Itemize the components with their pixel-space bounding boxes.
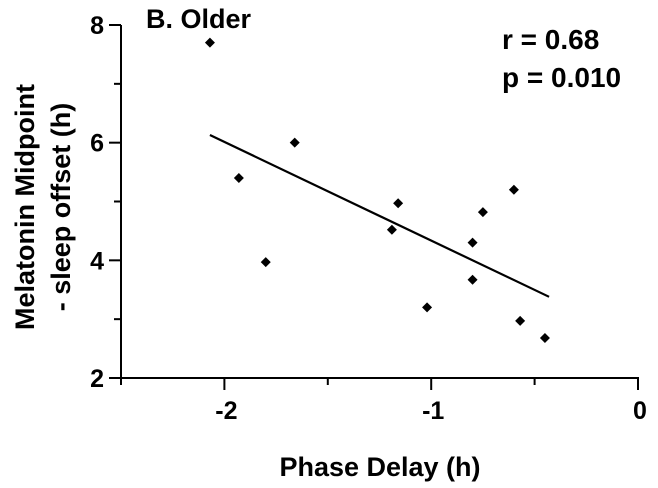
data-point xyxy=(422,302,433,313)
regression-line xyxy=(209,134,550,298)
r-value-annotation: r = 0.68 xyxy=(502,24,599,55)
x-minor-ticks xyxy=(120,378,536,385)
x-tick-label: -2 xyxy=(215,397,237,425)
data-point xyxy=(260,257,271,268)
data-point xyxy=(393,198,404,209)
data-point xyxy=(204,37,215,48)
y-minor-ticks xyxy=(114,82,121,321)
y-ticks: 2 4 6 8 xyxy=(90,12,121,393)
data-point xyxy=(467,237,478,248)
y-axis-title-line-2: - sleep offset (h) xyxy=(46,103,76,312)
x-tick-label: 0 xyxy=(633,397,647,425)
y-tick-label: 2 xyxy=(90,365,104,393)
data-point xyxy=(289,137,300,148)
data-point xyxy=(477,207,488,218)
data-points xyxy=(204,37,550,343)
data-point xyxy=(515,315,526,326)
data-point xyxy=(539,332,550,343)
data-point xyxy=(467,274,478,285)
y-axis-title-line-1: Melatonin Midpoint xyxy=(10,84,40,330)
x-axis-title: Phase Delay (h) xyxy=(279,452,480,482)
panel-label: B. Older xyxy=(146,4,252,34)
data-point xyxy=(386,224,397,235)
data-point xyxy=(508,184,519,195)
data-point xyxy=(233,172,244,183)
y-tick-label: 8 xyxy=(90,12,104,40)
x-tick-label: -1 xyxy=(422,397,444,425)
y-tick-label: 6 xyxy=(90,130,104,158)
x-ticks: -2 -1 0 xyxy=(215,378,647,425)
p-value-annotation: p = 0.010 xyxy=(502,62,621,93)
y-tick-label: 4 xyxy=(90,247,104,275)
